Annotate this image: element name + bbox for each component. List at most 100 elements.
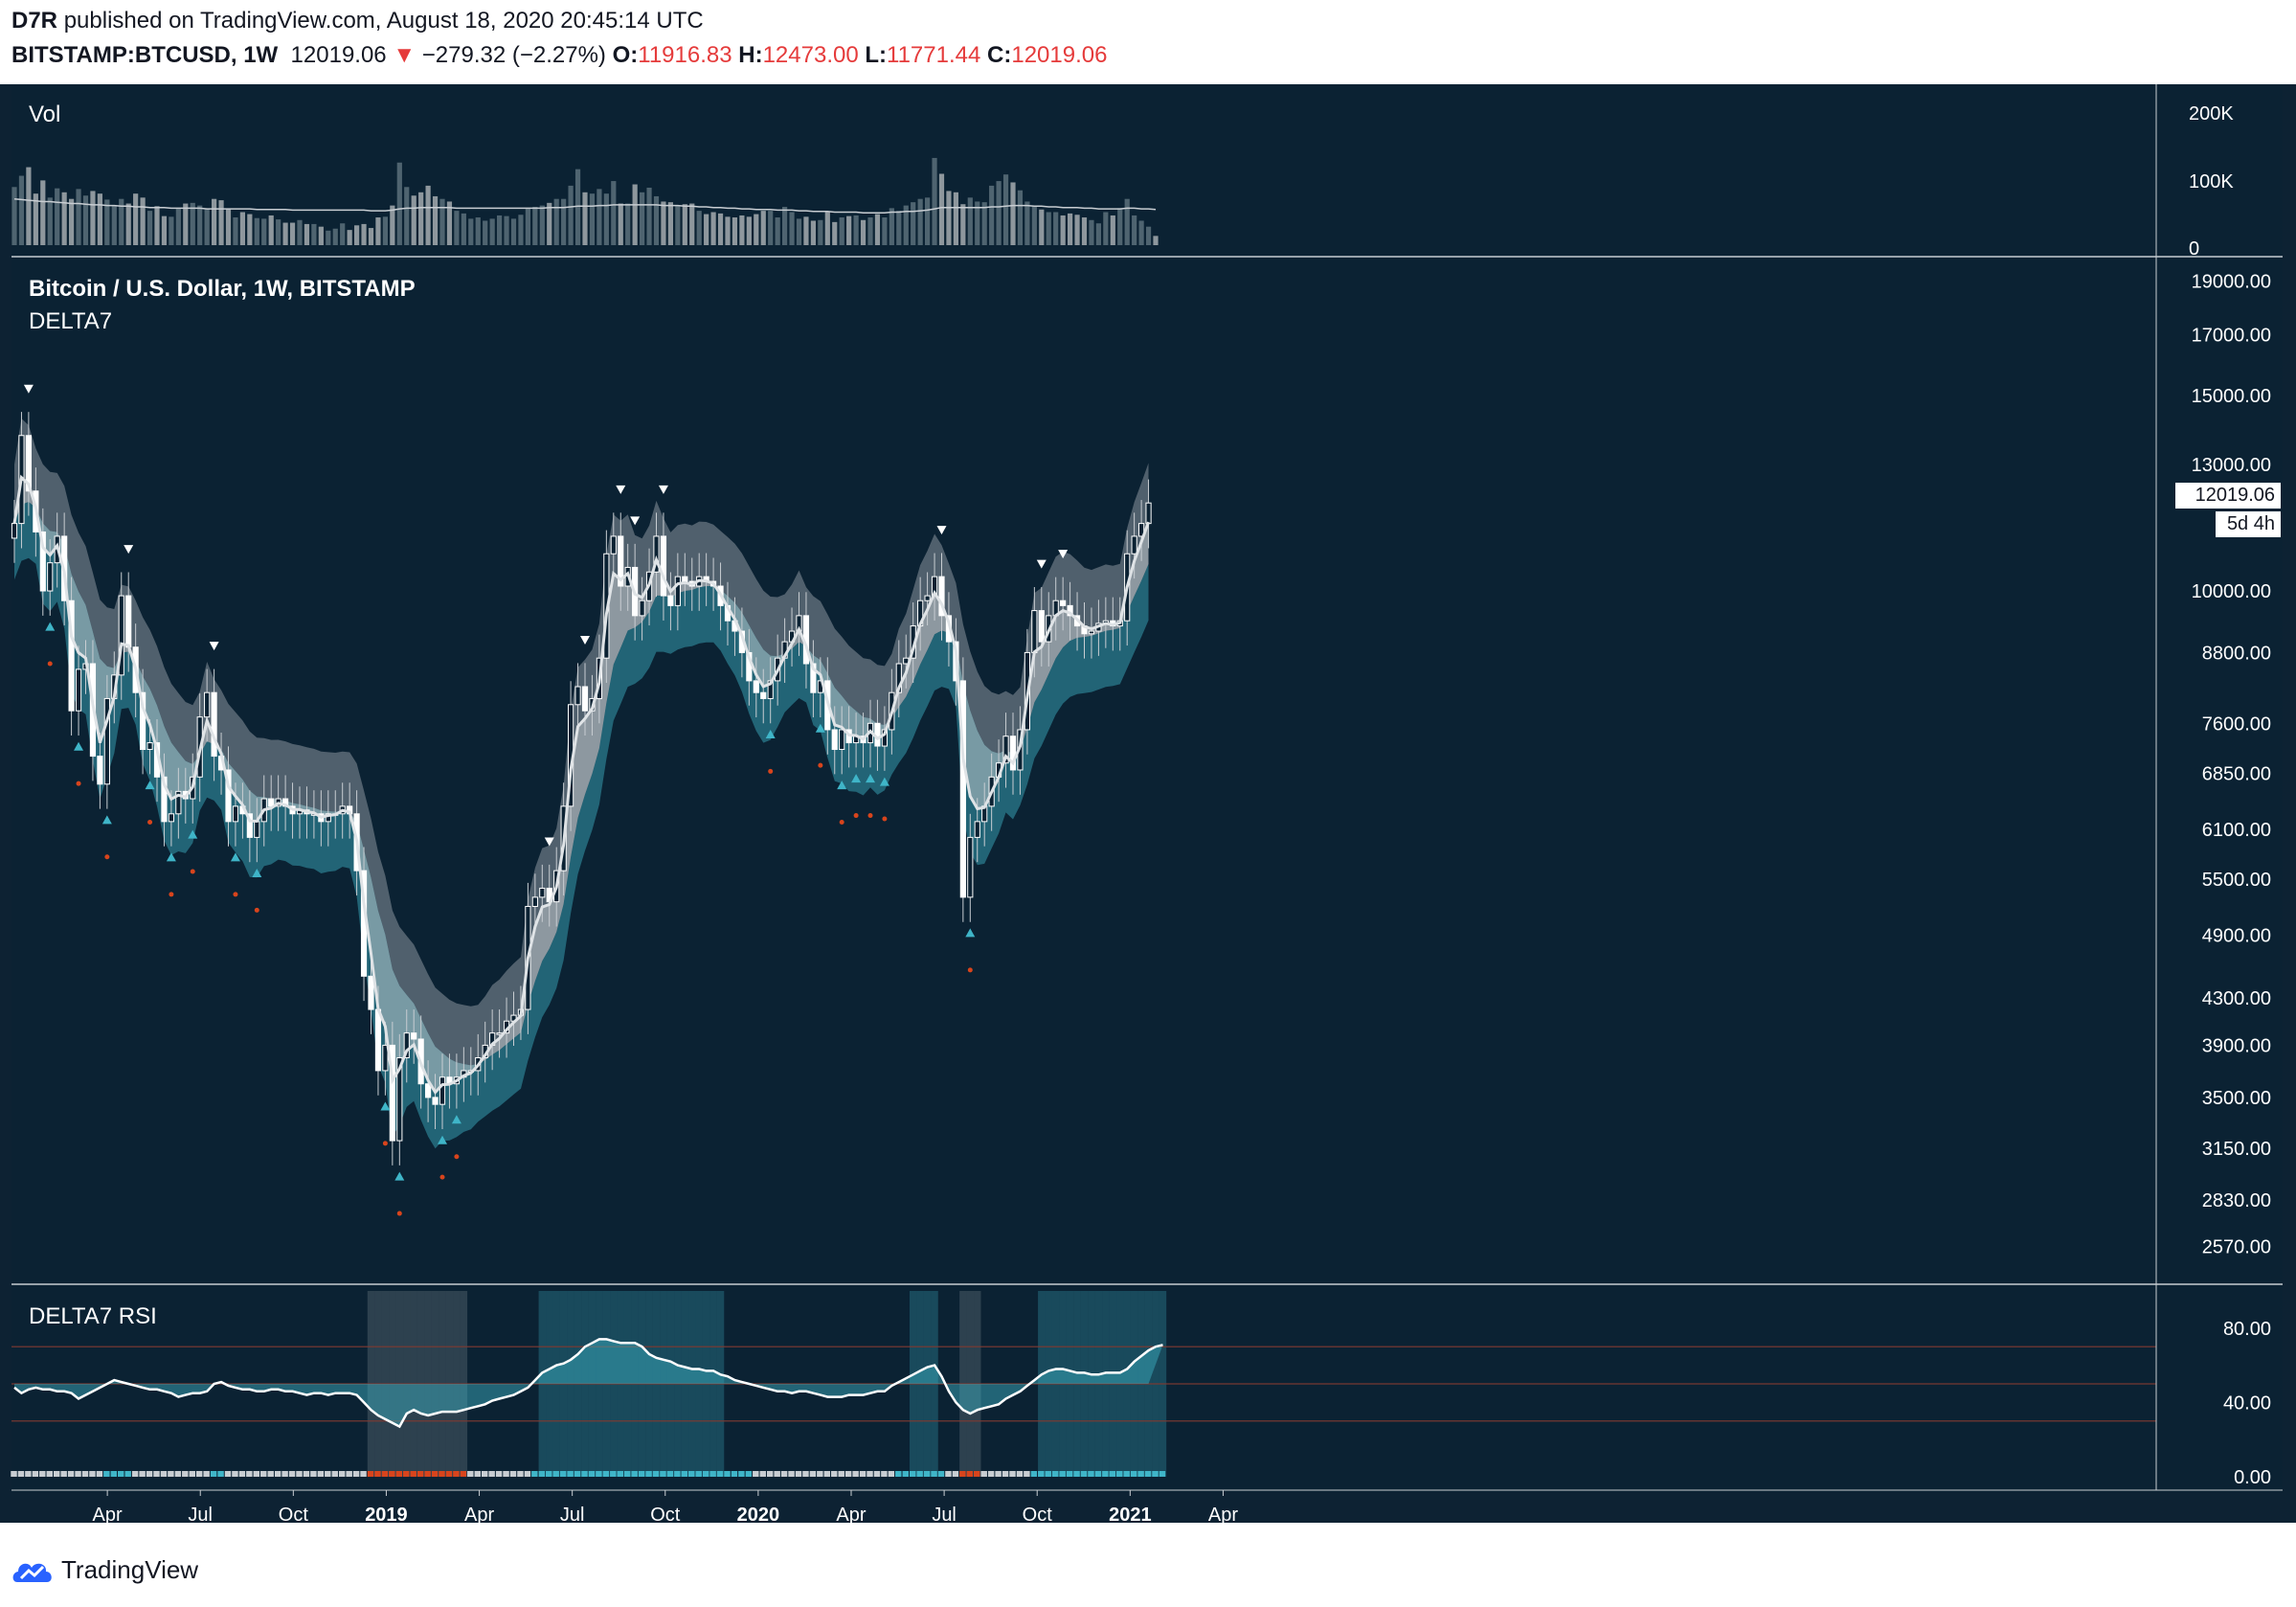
volume-bar — [510, 218, 517, 245]
volume-bar — [489, 218, 495, 245]
rsi-indicator-label[interactable]: DELTA7 RSI — [29, 1303, 157, 1329]
rsi-state-bar — [1051, 1471, 1059, 1477]
rsi-zone-shade — [389, 1291, 396, 1477]
volume-bar — [404, 187, 410, 245]
rsi-zone-shade — [610, 1291, 618, 1477]
rsi-state-bar — [503, 1471, 509, 1477]
rsi-state-bar — [931, 1471, 937, 1477]
candle — [917, 600, 924, 627]
candle — [553, 870, 560, 903]
candle — [874, 722, 881, 747]
volume-bar — [696, 211, 702, 245]
volume-bar — [354, 225, 360, 245]
volume-bar — [568, 185, 574, 245]
candle — [68, 600, 75, 712]
rsi-zone-shade — [923, 1291, 932, 1477]
candle — [225, 769, 232, 823]
buy-signal-marker — [837, 781, 847, 790]
candle — [196, 716, 203, 778]
rsi-state-bar — [1088, 1471, 1094, 1477]
main-series-title[interactable]: Bitcoin / U.S. Dollar, 1W, BITSTAMP — [29, 276, 416, 302]
rsi-tick-label: 80.00 — [2223, 1319, 2271, 1340]
volume-bar — [532, 206, 538, 245]
volume-bar — [90, 191, 96, 245]
rsi-state-bar — [902, 1471, 909, 1477]
rsi-state-bar — [274, 1471, 281, 1477]
volume-label[interactable]: Vol — [29, 102, 61, 127]
rsi-state-bar — [838, 1471, 844, 1477]
candle — [97, 756, 103, 785]
price-tick-label: 15000.00 — [2192, 386, 2271, 407]
rsi-state-bar — [617, 1471, 623, 1477]
volume-bar — [1081, 217, 1088, 245]
symbol-line: BITSTAMP:BTCUSD, 1W 12019.06 ▼ −279.32 (… — [11, 42, 1107, 69]
volume-bar — [375, 217, 381, 245]
candle — [503, 1020, 510, 1034]
rsi-state-bar — [795, 1471, 802, 1477]
buy-signal-marker — [451, 1115, 461, 1124]
volume-bar — [896, 211, 902, 245]
volume-bar — [190, 202, 195, 245]
rsi-state-bar — [552, 1471, 559, 1477]
sell-signal-marker — [124, 545, 134, 555]
rsi-state-bar — [559, 1471, 567, 1477]
volume-bar — [239, 212, 245, 245]
candle — [1095, 622, 1102, 632]
rsi-state-bar — [403, 1471, 410, 1477]
candle — [839, 729, 845, 751]
volume-bar — [682, 204, 687, 245]
author-name[interactable]: D7R — [11, 8, 58, 34]
rsi-state-bar — [859, 1471, 867, 1477]
low-dot — [169, 892, 174, 897]
publication-header: D7R published on TradingView.com, August… — [0, 0, 2296, 84]
volume-bar — [1124, 198, 1130, 245]
rsi-state-bar — [253, 1471, 260, 1477]
rsi-state-bar — [352, 1471, 360, 1477]
rsi-state-bar — [631, 1471, 638, 1477]
buy-signal-marker — [45, 622, 56, 631]
candle — [1060, 600, 1067, 606]
rsi-state-bar — [288, 1471, 296, 1477]
low-dot — [233, 892, 238, 897]
volume-bar — [1138, 220, 1144, 245]
candle — [47, 562, 54, 592]
rsi-zone-shade — [445, 1291, 454, 1477]
rsi-state-bar — [759, 1471, 766, 1477]
volume-bar — [996, 181, 1002, 245]
rsi-state-bar — [660, 1471, 666, 1477]
candle — [496, 1032, 503, 1035]
rsi-state-bar — [60, 1471, 67, 1477]
volume-bar — [611, 181, 617, 245]
volume-bar — [525, 208, 530, 245]
candle — [802, 615, 810, 665]
volume-bar — [917, 198, 923, 245]
low-dot — [439, 1174, 445, 1180]
candle — [318, 813, 325, 823]
rsi-state-bar — [1073, 1471, 1080, 1477]
price-tick-label: 4900.00 — [2202, 925, 2271, 946]
candle — [738, 630, 745, 653]
rsi-state-bar — [959, 1471, 966, 1477]
volume-bar — [133, 193, 139, 245]
delta7-indicator-label[interactable]: DELTA7 — [29, 308, 113, 334]
rsi-state-bar — [232, 1471, 238, 1477]
candle — [18, 435, 25, 525]
volume-bar — [725, 216, 731, 245]
rsi-zone-shade — [660, 1291, 667, 1477]
volume-bar — [119, 198, 124, 245]
rsi-state-bar — [774, 1471, 780, 1477]
candle — [781, 641, 788, 659]
tradingview-logo[interactable]: TradingView — [11, 1555, 198, 1585]
rsi-state-bar — [46, 1471, 53, 1477]
candle — [525, 905, 531, 1010]
volume-bar — [867, 217, 873, 245]
candle — [824, 680, 831, 731]
candle — [275, 798, 281, 807]
volume-bar — [1010, 182, 1016, 245]
rsi-state-bar — [1080, 1471, 1088, 1477]
candle — [682, 576, 688, 582]
rsi-zone-shade — [1109, 1291, 1117, 1477]
candle — [831, 729, 838, 751]
candle — [1110, 620, 1116, 627]
